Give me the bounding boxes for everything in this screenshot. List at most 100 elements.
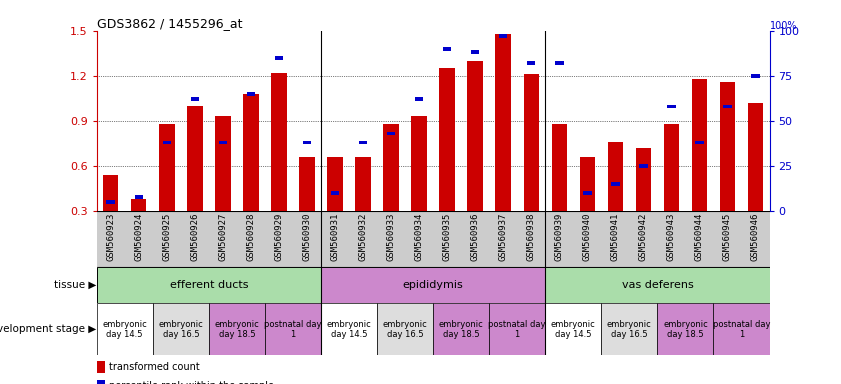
Bar [691, 79, 707, 211]
Text: GSM560933: GSM560933 [387, 213, 395, 261]
Bar [696, 141, 704, 144]
Text: GSM560934: GSM560934 [415, 213, 424, 261]
Bar [713, 303, 770, 355]
Bar [471, 51, 479, 54]
Bar [191, 98, 199, 101]
Text: embryonic
day 18.5: embryonic day 18.5 [439, 319, 484, 339]
Bar [601, 303, 658, 355]
Text: efferent ducts: efferent ducts [170, 280, 248, 290]
Bar [489, 303, 545, 355]
Text: GSM560925: GSM560925 [162, 213, 172, 261]
Bar [579, 157, 595, 211]
Text: GSM560940: GSM560940 [583, 213, 592, 261]
Text: embryonic
day 16.5: embryonic day 16.5 [383, 319, 427, 339]
Bar [751, 74, 759, 78]
Text: transformed count: transformed count [108, 362, 199, 372]
Text: embryonic
day 14.5: embryonic day 14.5 [551, 319, 595, 339]
Bar [468, 61, 483, 211]
Text: GSM560937: GSM560937 [499, 213, 508, 261]
Bar [639, 164, 648, 168]
Text: epididymis: epididymis [403, 280, 463, 290]
Bar [135, 195, 143, 199]
Bar [243, 94, 258, 211]
Bar [275, 56, 283, 60]
Text: GDS3862 / 1455296_at: GDS3862 / 1455296_at [97, 17, 242, 30]
Bar [527, 61, 536, 65]
Bar [723, 105, 732, 108]
Bar [552, 124, 567, 211]
Text: 100%: 100% [770, 21, 797, 31]
Bar [159, 124, 174, 211]
Text: GSM560943: GSM560943 [667, 213, 676, 261]
Bar [97, 267, 321, 303]
Bar [636, 148, 651, 211]
Bar [411, 116, 426, 211]
Text: GSM560926: GSM560926 [190, 213, 199, 261]
Bar [265, 303, 321, 355]
Bar [153, 303, 209, 355]
Bar [131, 199, 146, 211]
Bar [321, 303, 377, 355]
Bar [495, 34, 510, 211]
Text: embryonic
day 18.5: embryonic day 18.5 [214, 319, 259, 339]
Bar [720, 82, 735, 211]
Text: GSM560946: GSM560946 [751, 213, 760, 261]
Bar [583, 191, 591, 195]
Text: GSM560944: GSM560944 [695, 213, 704, 261]
Bar [443, 47, 452, 51]
Text: GSM560939: GSM560939 [555, 213, 563, 261]
Bar [162, 141, 171, 144]
Bar [327, 157, 342, 211]
Bar [499, 34, 507, 38]
Text: GSM560931: GSM560931 [331, 213, 340, 261]
Text: embryonic
day 16.5: embryonic day 16.5 [158, 319, 204, 339]
Bar [246, 92, 255, 96]
Text: percentile rank within the sample: percentile rank within the sample [108, 381, 274, 384]
Bar [299, 157, 315, 211]
Bar [107, 200, 115, 204]
Text: GSM560924: GSM560924 [135, 213, 143, 261]
Text: GSM560942: GSM560942 [639, 213, 648, 261]
Bar [387, 132, 395, 136]
Text: tissue ▶: tissue ▶ [55, 280, 97, 290]
Bar [545, 303, 601, 355]
Text: GSM560929: GSM560929 [274, 213, 283, 261]
Bar [97, 303, 153, 355]
Bar [433, 303, 489, 355]
Bar [303, 141, 311, 144]
Text: GSM560927: GSM560927 [219, 213, 227, 261]
Bar [355, 157, 371, 211]
Bar [215, 116, 230, 211]
Bar [667, 105, 675, 108]
Text: vas deferens: vas deferens [621, 280, 693, 290]
Text: GSM560930: GSM560930 [303, 213, 311, 261]
Bar [555, 61, 563, 65]
Text: GSM560928: GSM560928 [246, 213, 256, 261]
Text: GSM560923: GSM560923 [106, 213, 115, 261]
Bar [748, 103, 763, 211]
Bar [321, 267, 545, 303]
Text: postnatal day
1: postnatal day 1 [712, 319, 770, 339]
Text: GSM560935: GSM560935 [442, 213, 452, 261]
Bar [209, 303, 265, 355]
Bar [664, 124, 679, 211]
Bar [271, 73, 287, 211]
Text: GSM560936: GSM560936 [471, 213, 479, 261]
Bar [658, 303, 713, 355]
Text: GSM560932: GSM560932 [358, 213, 368, 261]
Text: GSM560945: GSM560945 [723, 213, 732, 261]
Bar [331, 191, 339, 195]
Bar [97, 380, 105, 384]
Text: embryonic
day 14.5: embryonic day 14.5 [103, 319, 147, 339]
Bar [359, 141, 368, 144]
Text: embryonic
day 18.5: embryonic day 18.5 [663, 319, 708, 339]
Bar [103, 175, 119, 211]
Text: postnatal day
1: postnatal day 1 [489, 319, 546, 339]
Bar [523, 74, 539, 211]
Bar [415, 98, 423, 101]
Bar [219, 141, 227, 144]
Bar [611, 182, 620, 186]
Bar [187, 106, 203, 211]
Bar [439, 68, 455, 211]
Text: postnatal day
1: postnatal day 1 [264, 319, 322, 339]
